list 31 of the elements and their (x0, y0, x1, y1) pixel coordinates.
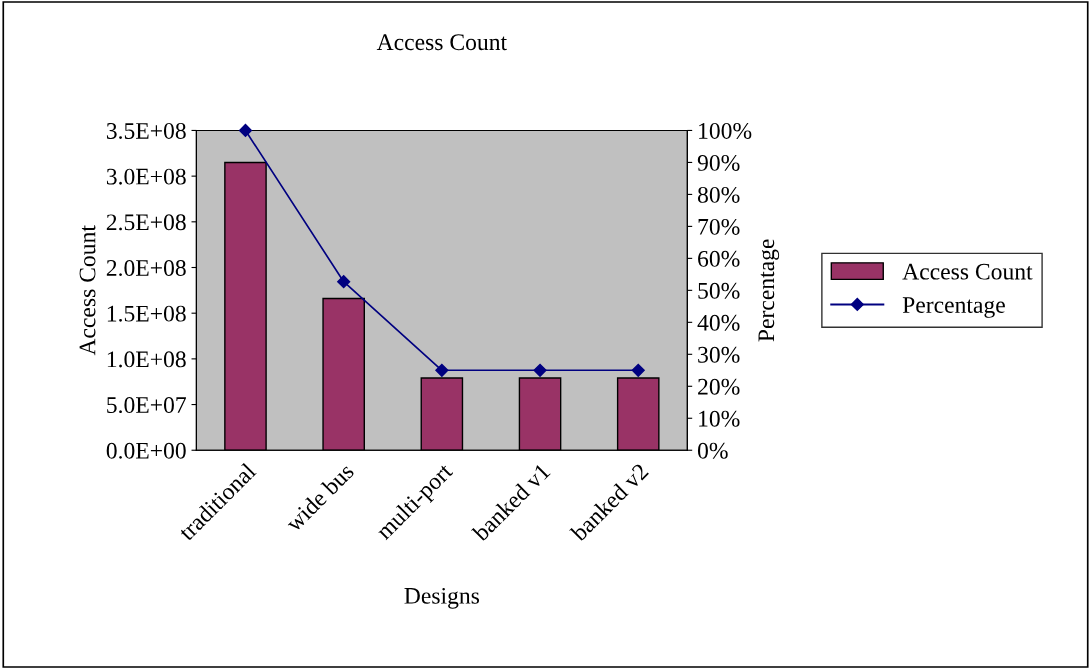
y2-tick-label: 80% (697, 186, 740, 203)
y-tick-label: 3.0E+08 (106, 168, 186, 185)
chart-title: Access Count (376, 34, 507, 51)
y-tick-label: 0.0E+00 (106, 442, 186, 459)
y-tick-label: 5.0E+07 (107, 397, 186, 414)
y-tick-label: 2.0E+08 (106, 259, 186, 277)
point (435, 363, 449, 377)
y2-tick-label: 40% (697, 314, 740, 331)
y2-tick-label: 30% (698, 346, 740, 363)
legend-label: Access Count (902, 263, 1033, 280)
point (337, 275, 351, 289)
x-tick-label: wide bus (283, 461, 355, 533)
y2-tick-label: 0% (697, 442, 728, 459)
y2-tick-label: 60% (698, 250, 740, 267)
y-tick-label: 2.5E+08 (106, 214, 186, 231)
y-tick-label: 1.0E+08 (107, 351, 186, 368)
y2-tick-label: 70% (698, 218, 740, 235)
point (631, 363, 645, 377)
y-axis-title: Access Count (79, 225, 96, 356)
y-tick-label: 3.5E+08 (106, 122, 186, 139)
point (533, 363, 547, 377)
y2-tick-label: 90% (697, 154, 740, 171)
y2-axis-title: Percentage (758, 239, 780, 342)
x-axis-title: Designs (404, 587, 480, 609)
y2-tick-label: 10% (699, 410, 740, 427)
legend-label: Percentage (902, 297, 1005, 318)
y2-tick-label: 20% (698, 378, 740, 395)
y-tick-label: 1.5E+08 (107, 305, 186, 322)
point (238, 123, 253, 138)
y2-tick-label: 100% (699, 122, 752, 139)
y2-tick-label: 50% (698, 282, 740, 299)
